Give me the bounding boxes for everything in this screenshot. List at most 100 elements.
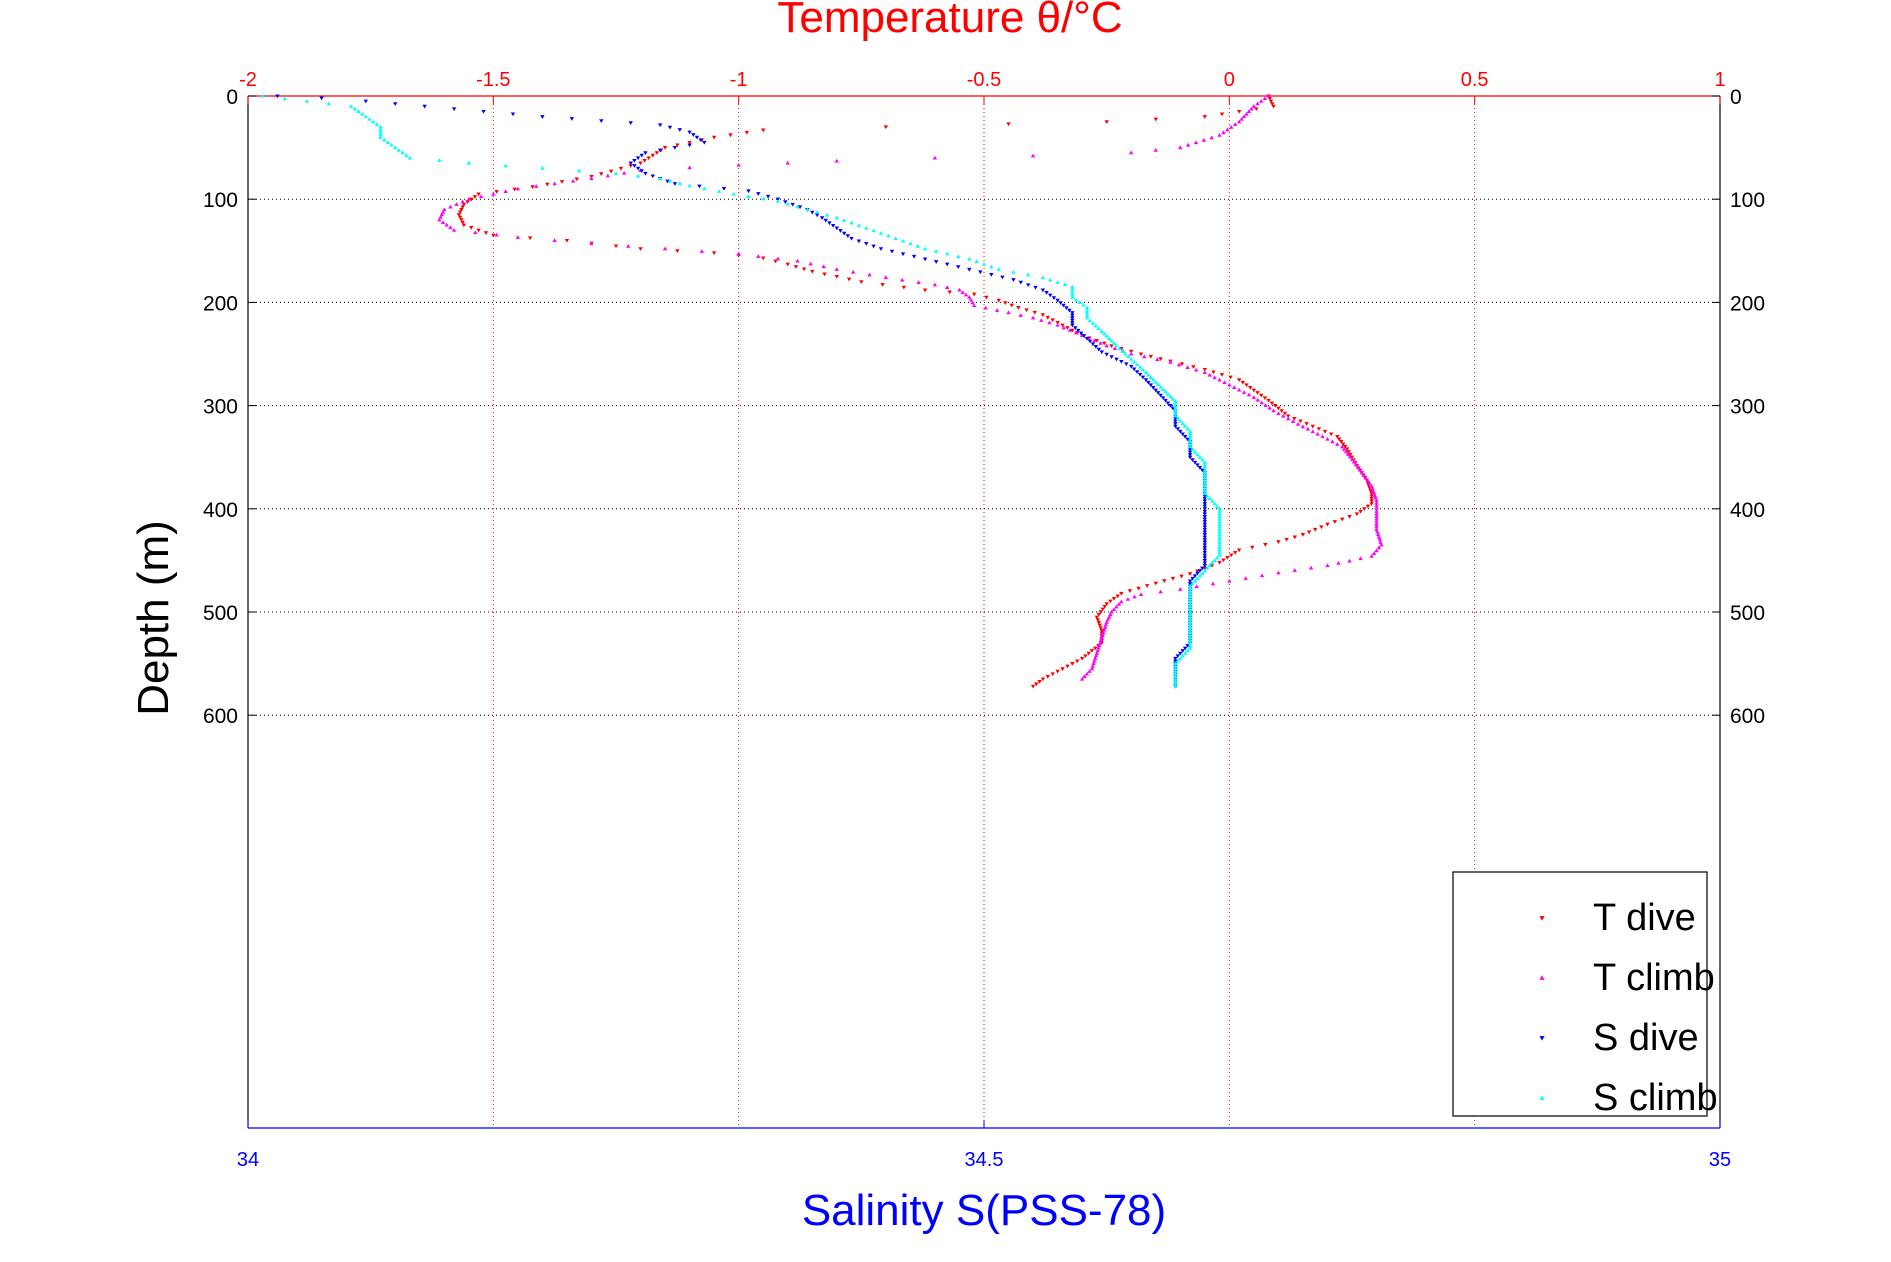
data-point — [1138, 352, 1144, 357]
data-point — [1136, 586, 1141, 591]
data-point — [367, 117, 372, 121]
data-point — [608, 169, 614, 174]
data-point — [1310, 424, 1315, 429]
data-point — [1087, 669, 1092, 673]
top-tick-label: 0 — [1224, 69, 1235, 91]
data-point — [795, 258, 800, 263]
data-point — [319, 96, 324, 101]
legend-marker — [1539, 1095, 1545, 1100]
data-point — [761, 196, 766, 201]
data-point — [1209, 135, 1214, 140]
data-point — [1202, 460, 1207, 464]
data-point — [1094, 339, 1100, 343]
data-point — [1240, 380, 1246, 385]
data-point — [1187, 607, 1193, 611]
data-point — [1187, 643, 1193, 648]
data-point — [667, 125, 673, 130]
data-point — [478, 194, 484, 199]
data-point — [1073, 330, 1079, 335]
data-point — [1347, 558, 1352, 563]
data-point — [1075, 659, 1080, 664]
data-point — [1077, 300, 1082, 304]
data-point — [1032, 310, 1037, 315]
data-point — [1207, 563, 1212, 568]
data-point — [1129, 356, 1134, 361]
data-point — [978, 270, 983, 275]
data-point — [465, 200, 470, 204]
data-point — [1354, 512, 1360, 517]
data-point — [1325, 522, 1330, 527]
data-point — [1185, 644, 1190, 648]
data-point — [540, 115, 545, 119]
data-point — [945, 251, 950, 256]
data-point — [1202, 568, 1207, 573]
data-point — [834, 267, 839, 271]
data-point — [1182, 424, 1188, 428]
data-point — [1034, 682, 1039, 687]
data-point — [1116, 602, 1122, 606]
data-point — [1200, 566, 1205, 571]
data-point — [1061, 303, 1066, 308]
data-point — [1055, 669, 1060, 674]
data-point — [1217, 537, 1222, 542]
data-point — [1337, 437, 1342, 442]
data-point — [1369, 554, 1374, 558]
data-point — [1282, 411, 1288, 416]
right-tick-label: 100 — [1730, 189, 1765, 212]
data-point — [1109, 355, 1114, 359]
data-point — [834, 215, 839, 220]
data-point — [1347, 454, 1353, 459]
data-point — [1202, 527, 1207, 532]
axes: -2 -1.5 -1 -0.5 0 0.5 1 34 34.5 35 0 0 100 100 200 200 3… — [203, 69, 1765, 1171]
data-point — [1065, 326, 1070, 330]
data-point — [1225, 555, 1230, 560]
data-point — [1202, 517, 1207, 522]
data-point — [1195, 576, 1200, 580]
data-point — [1217, 529, 1222, 534]
data-point — [1101, 630, 1106, 635]
data-point — [654, 151, 660, 155]
data-point — [1195, 571, 1200, 576]
data-point — [1084, 336, 1090, 341]
data-point — [642, 158, 647, 163]
data-point — [451, 107, 457, 112]
data-point — [1040, 677, 1046, 682]
data-point — [1119, 599, 1124, 604]
data-point — [385, 140, 391, 144]
data-point — [1217, 522, 1222, 526]
data-point — [1236, 109, 1242, 114]
data-point — [503, 163, 508, 168]
data-point — [512, 187, 517, 192]
data-point — [1185, 648, 1190, 653]
data-point — [1375, 532, 1381, 537]
data-point — [1061, 325, 1066, 330]
data-point — [1379, 542, 1384, 547]
data-point — [352, 106, 357, 111]
data-point — [864, 225, 869, 230]
data-point — [635, 156, 641, 161]
data-point — [628, 161, 633, 166]
data-point — [1070, 328, 1075, 333]
data-point — [1082, 674, 1087, 679]
data-point — [527, 236, 533, 241]
data-point — [1363, 475, 1368, 480]
data-point — [1202, 522, 1207, 527]
data-point — [437, 158, 442, 163]
data-point — [1375, 529, 1380, 534]
data-point — [1182, 651, 1188, 655]
data-point — [643, 171, 648, 176]
data-point — [996, 298, 1001, 303]
data-point — [687, 183, 692, 188]
data-point — [1187, 436, 1193, 441]
data-point — [908, 241, 913, 246]
data-point — [878, 231, 884, 235]
data-point — [1202, 512, 1207, 517]
data-point — [1187, 635, 1193, 640]
data-point — [662, 146, 668, 150]
data-point — [1018, 313, 1023, 317]
data-point — [1125, 597, 1131, 601]
data-point — [756, 254, 761, 258]
data-point — [1359, 470, 1365, 475]
data-point — [1202, 535, 1207, 540]
data-point — [1255, 397, 1260, 402]
